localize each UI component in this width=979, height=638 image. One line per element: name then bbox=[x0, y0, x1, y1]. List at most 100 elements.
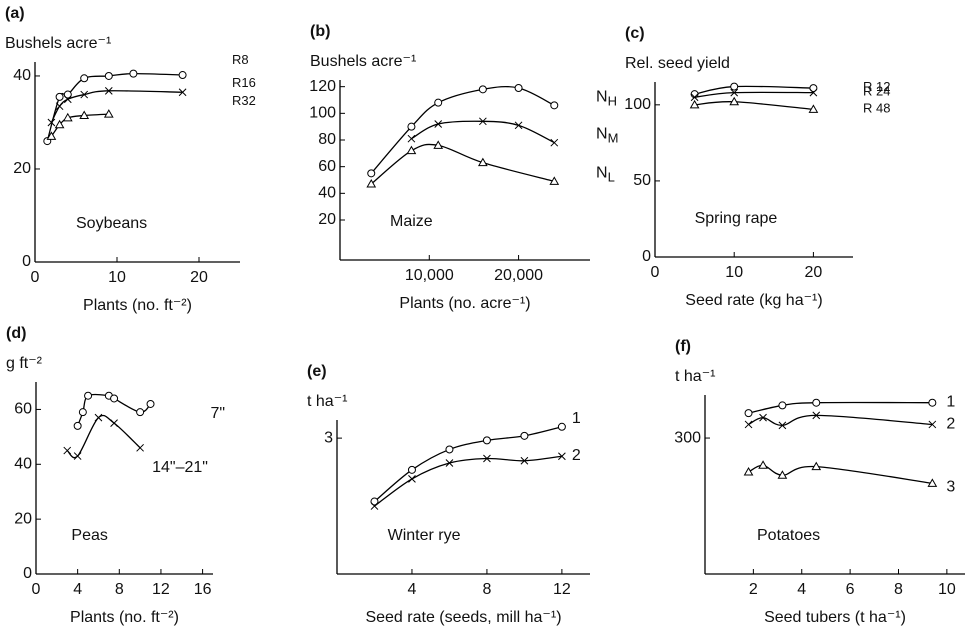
x-tick-label: 8 bbox=[482, 581, 491, 598]
x-tick-label: 16 bbox=[194, 581, 212, 598]
x-tick-label: 10,000 bbox=[405, 267, 454, 284]
x-tick-label: 0 bbox=[651, 264, 660, 281]
series-label-part: N bbox=[596, 126, 608, 143]
series-label-part: 7" bbox=[211, 405, 226, 422]
marker bbox=[812, 411, 821, 420]
y-tick-label: 20 bbox=[14, 510, 32, 527]
y-tick-label: 0 bbox=[23, 565, 32, 582]
marker bbox=[103, 109, 114, 118]
marker bbox=[520, 431, 529, 440]
marker bbox=[778, 401, 787, 410]
x-tick-label: 4 bbox=[73, 581, 82, 598]
marker bbox=[520, 456, 529, 465]
y-axis-label: Rel. seed yield bbox=[625, 55, 730, 72]
series-label: 1 bbox=[572, 410, 581, 427]
curve bbox=[411, 120, 555, 144]
curve bbox=[46, 72, 183, 142]
series-label: 2 bbox=[572, 447, 581, 464]
y-tick-label: 100 bbox=[309, 105, 336, 122]
annotation: Peas bbox=[71, 527, 107, 544]
panel-label: (e) bbox=[307, 363, 327, 380]
y-tick-label: 100 bbox=[624, 96, 651, 113]
x-tick-label: 12 bbox=[553, 581, 571, 598]
x-tick-label: 20 bbox=[190, 269, 208, 286]
series-label: NH bbox=[596, 89, 617, 109]
x-tick-label: 8 bbox=[115, 581, 124, 598]
curve bbox=[748, 464, 933, 485]
y-tick-label: 60 bbox=[14, 401, 32, 418]
series-label: 1 bbox=[946, 394, 955, 411]
series-label-part: R16 bbox=[232, 76, 256, 91]
panel-label: (a) bbox=[5, 5, 25, 22]
marker bbox=[445, 459, 454, 467]
y-tick-label: 40 bbox=[14, 456, 32, 473]
y-axis-label: t ha⁻¹ bbox=[307, 393, 347, 410]
series-label-part: R 12 bbox=[863, 80, 890, 95]
marker bbox=[63, 90, 72, 99]
annotation: Potatoes bbox=[757, 527, 820, 544]
marker bbox=[370, 502, 379, 510]
y-tick-label: 40 bbox=[318, 185, 336, 202]
marker bbox=[63, 446, 72, 455]
marker bbox=[759, 413, 767, 422]
x-axis-label: Seed rate (seeds, mill ha⁻¹) bbox=[365, 609, 561, 626]
marker bbox=[809, 84, 818, 93]
marker bbox=[812, 398, 821, 407]
marker bbox=[47, 118, 56, 127]
curve bbox=[370, 143, 555, 185]
marker bbox=[550, 138, 559, 147]
x-axis-label: Plants (no. ft⁻²) bbox=[83, 297, 192, 314]
marker bbox=[408, 475, 416, 483]
x-tick-label: 0 bbox=[32, 581, 41, 598]
series-label-part: R32 bbox=[232, 94, 256, 109]
x-tick-label: 10 bbox=[725, 264, 743, 281]
y-tick-label: 60 bbox=[318, 158, 336, 175]
marker bbox=[73, 421, 82, 430]
x-axis-label: Plants (no. ft⁻²) bbox=[70, 609, 179, 626]
series-label-part: R 48 bbox=[863, 101, 890, 116]
marker bbox=[63, 95, 72, 104]
marker bbox=[178, 88, 187, 97]
marker bbox=[110, 419, 118, 427]
marker bbox=[808, 104, 819, 113]
marker bbox=[407, 122, 416, 131]
marker bbox=[80, 90, 89, 99]
marker bbox=[514, 84, 523, 92]
marker bbox=[434, 120, 443, 128]
y-axis-label: Bushels acre⁻¹ bbox=[5, 35, 111, 52]
marker bbox=[514, 121, 523, 130]
y-tick-label: 80 bbox=[318, 131, 336, 148]
marker bbox=[928, 420, 937, 429]
y-tick-label: 0 bbox=[642, 248, 651, 265]
x-tick-label: 20,000 bbox=[494, 267, 543, 284]
marker bbox=[809, 88, 818, 97]
marker bbox=[758, 460, 768, 469]
marker bbox=[55, 92, 64, 101]
marker bbox=[549, 176, 560, 185]
y-tick-label: 3 bbox=[324, 429, 333, 446]
series-label: 14"–21" bbox=[152, 459, 208, 476]
marker bbox=[477, 157, 488, 167]
marker bbox=[129, 69, 138, 78]
y-tick-label: 40 bbox=[13, 67, 31, 84]
marker bbox=[370, 497, 379, 506]
x-tick-label: 12 bbox=[152, 581, 170, 598]
marker bbox=[367, 169, 376, 178]
marker bbox=[104, 86, 113, 95]
marker bbox=[79, 110, 90, 119]
curve bbox=[66, 414, 141, 459]
marker bbox=[445, 445, 454, 454]
marker bbox=[483, 454, 491, 463]
marker bbox=[136, 408, 145, 417]
marker bbox=[110, 394, 119, 403]
x-tick-label: 4 bbox=[408, 581, 417, 598]
series-label-part: 2 bbox=[572, 447, 581, 464]
series-label: 3 bbox=[946, 479, 955, 496]
marker bbox=[744, 409, 753, 418]
marker bbox=[136, 443, 144, 452]
marker bbox=[927, 478, 938, 487]
curve bbox=[374, 426, 563, 503]
marker bbox=[94, 413, 103, 422]
x-tick-label: 6 bbox=[846, 581, 855, 598]
series-label-part: 3 bbox=[946, 479, 955, 496]
